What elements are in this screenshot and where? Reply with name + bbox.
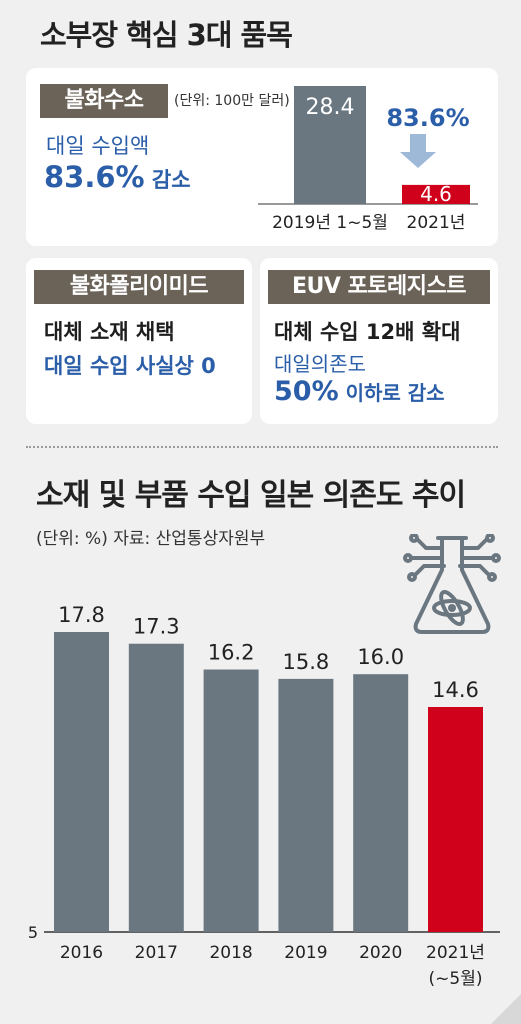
euv-line1: 대체 수입 12배 확대 xyxy=(274,320,461,344)
category-2019: 2019년 1~5월 xyxy=(272,213,388,233)
trend-category-sublabel: (~5월) xyxy=(429,969,483,989)
trend-category-label: 2017 xyxy=(135,943,178,963)
flask-atom-circuit-icon xyxy=(403,534,501,634)
euv-line3: 50% 이하로 감소 xyxy=(274,376,445,407)
hydrogen-fluoride-tag: 불화수소 xyxy=(40,84,168,118)
euv-card: EUV 포토레지스트 대체 수입 12배 확대 대일의존도 50% 이하로 감소 xyxy=(260,258,498,424)
polyimide-line2: 대일 수입 사실상 0 xyxy=(44,354,216,378)
decrease-suffix: 감소 xyxy=(144,168,191,192)
decrease-value: 83.6% xyxy=(44,160,145,194)
trend-bar-2020 xyxy=(353,674,409,932)
euv-suffix: 이하로 감소 xyxy=(338,381,445,405)
trend-value-label: 15.8 xyxy=(283,650,330,674)
unit-note: (단위: 100만 달러) xyxy=(174,93,290,109)
euv-percent: 50% xyxy=(274,376,339,407)
trend-bars: 17.8 2016 17.3 2017 16.2 2018 15.8 2019 16.0 2020… xyxy=(54,603,485,989)
trend-category-label: 2016 xyxy=(60,943,103,963)
trend-value-label: 17.8 xyxy=(58,603,105,627)
trend-bar-2017 xyxy=(128,643,184,932)
hydrogen-fluoride-chart: 28.4 4.6 2019년 1~5월 2021년 83.6% xyxy=(258,86,478,233)
page-title: 소부장 핵심 3대 품목 xyxy=(40,18,293,52)
hydrogen-fluoride-card: 불화수소 (단위: 100만 달러) 대일 수입액 83.6% 감소 28.4 … xyxy=(26,68,498,246)
bar-2021 xyxy=(402,184,470,204)
page-corner-fold xyxy=(491,994,521,1024)
value-label-2021: 4.6 xyxy=(420,182,452,206)
category-2021: 2021년 xyxy=(407,213,466,233)
down-arrow-icon xyxy=(400,134,436,168)
trend-bar-2021년 xyxy=(428,707,483,932)
import-label: 대일 수입액 xyxy=(46,134,150,158)
trend-bar-2019 xyxy=(278,678,334,932)
euv-line2: 대일의존도 xyxy=(274,352,366,376)
section-divider xyxy=(26,446,498,448)
trend-category-label: 2020 xyxy=(359,943,402,963)
trend-bar-2016 xyxy=(54,632,109,932)
trend-chart: 5 17.8 2016 17.3 2017 16.2 2018 15.8 2019 16.0 20… xyxy=(28,603,500,989)
euv-tag: EUV 포토레지스트 xyxy=(268,270,490,304)
trend-value-label: 16.2 xyxy=(208,641,255,665)
decrease-percent-label: 83.6% xyxy=(386,104,469,132)
decrease-text: 83.6% 감소 xyxy=(44,160,191,194)
value-label-2019: 28.4 xyxy=(306,95,355,120)
polyimide-card: 불화폴리이미드 대체 소재 채택 대일 수입 사실상 0 xyxy=(26,258,252,424)
polyimide-tag: 불화폴리이미드 xyxy=(34,270,244,304)
trend-category-label: 2019 xyxy=(284,943,327,963)
bar-2019 xyxy=(294,86,366,204)
polyimide-line1: 대체 소재 채택 xyxy=(44,320,175,344)
y-tick-label: 5 xyxy=(28,923,38,942)
trend-category-label: 2018 xyxy=(209,943,252,963)
trend-value-label: 17.3 xyxy=(133,615,180,639)
trend-bar-2018 xyxy=(203,669,259,932)
trend-title: 소재 및 부품 수입 일본 의존도 추이 xyxy=(36,478,466,513)
trend-category-label: 2021년 xyxy=(426,943,485,963)
trend-value-label: 14.6 xyxy=(432,678,479,702)
trend-unit: (단위: %) 자료: 산업통상자원부 xyxy=(36,529,266,549)
trend-value-label: 16.0 xyxy=(357,645,404,669)
